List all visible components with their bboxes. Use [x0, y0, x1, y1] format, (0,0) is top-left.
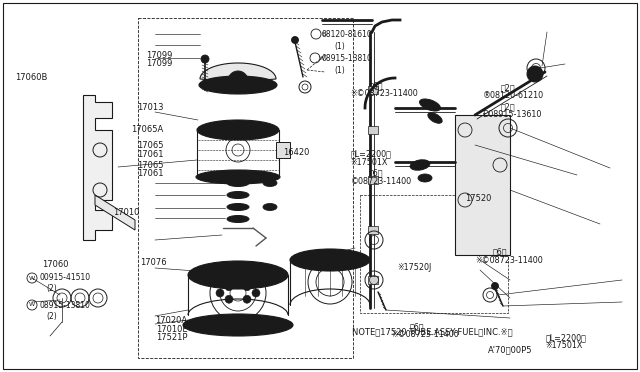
Text: 17061: 17061 [138, 150, 164, 159]
Bar [455, 115, 510, 255]
Text: ※17520J: ※17520J [397, 263, 431, 272]
Ellipse shape [197, 120, 279, 140]
Text: ※©08723-11400: ※©08723-11400 [392, 330, 460, 339]
Text: 17060: 17060 [42, 260, 68, 269]
Ellipse shape [227, 203, 249, 211]
Circle shape [243, 283, 251, 291]
Ellipse shape [410, 160, 430, 170]
Text: 17076: 17076 [140, 258, 166, 267]
Text: ※17501X: ※17501X [545, 341, 582, 350]
Text: 17013: 17013 [138, 103, 164, 112]
Text: 08120-81610: 08120-81610 [322, 29, 372, 38]
Text: ®08120-61210: ®08120-61210 [483, 92, 544, 100]
Text: B: B [321, 32, 325, 36]
Text: 08915-13810: 08915-13810 [40, 301, 91, 310]
Bar [368, 126, 378, 134]
Text: 17521P: 17521P [156, 333, 188, 342]
Text: 17010: 17010 [113, 208, 140, 217]
Bar [360, 195, 508, 313]
Bar [368, 176, 378, 184]
Text: （6）: （6） [369, 81, 383, 90]
Ellipse shape [263, 203, 277, 211]
Circle shape [225, 295, 233, 303]
Text: （6）: （6） [369, 169, 383, 178]
Text: （6）: （6） [493, 248, 508, 257]
Text: （L=2200）: （L=2200） [545, 333, 586, 342]
Text: 17099: 17099 [147, 60, 173, 68]
Polygon shape [83, 95, 112, 240]
Circle shape [492, 282, 499, 289]
Bar [368, 276, 378, 284]
Circle shape [243, 295, 251, 303]
Text: W: W [29, 302, 35, 308]
Text: Ð08915-13610: Ð08915-13610 [483, 110, 542, 119]
Ellipse shape [188, 261, 288, 289]
Ellipse shape [428, 113, 442, 123]
Text: 17065: 17065 [138, 161, 164, 170]
Circle shape [252, 289, 260, 297]
Text: ※©08723-11400: ※©08723-11400 [475, 256, 543, 265]
Text: (2): (2) [46, 285, 57, 294]
Circle shape [234, 79, 242, 87]
Ellipse shape [183, 314, 293, 336]
Ellipse shape [199, 76, 277, 94]
Circle shape [245, 79, 253, 87]
Text: 17020A: 17020A [156, 316, 188, 325]
Polygon shape [200, 63, 276, 85]
Text: （2）: （2） [500, 102, 515, 111]
Text: NOTE；17520 TUBE ASSY-FUEL（INC.※）: NOTE；17520 TUBE ASSY-FUEL（INC.※） [352, 327, 513, 337]
Bar [138, 18, 353, 358]
Bar [368, 226, 378, 234]
Text: （2）: （2） [500, 83, 515, 92]
Text: 17060B: 17060B [15, 73, 48, 82]
Circle shape [201, 55, 209, 63]
Text: ※©08723-11400: ※©08723-11400 [351, 89, 419, 98]
Text: ※17501X: ※17501X [351, 158, 388, 167]
Bar [276, 142, 290, 158]
Text: 17520: 17520 [465, 194, 491, 203]
Text: A'70）00P5: A'70）00P5 [488, 346, 532, 355]
Circle shape [223, 79, 231, 87]
Ellipse shape [196, 170, 280, 184]
Circle shape [527, 66, 543, 82]
Text: （6）: （6） [410, 322, 424, 331]
Text: ©08723-11400: ©08723-11400 [351, 177, 412, 186]
Text: 16420: 16420 [283, 148, 309, 157]
Text: 17061: 17061 [138, 169, 164, 178]
Text: （L=2200）: （L=2200） [351, 150, 392, 158]
Text: 17065A: 17065A [132, 125, 164, 134]
Ellipse shape [227, 192, 249, 199]
Circle shape [212, 79, 220, 87]
Text: 00915-41510: 00915-41510 [40, 273, 91, 282]
Text: 08915-13810: 08915-13810 [322, 54, 373, 62]
Ellipse shape [227, 180, 249, 186]
Text: 17099: 17099 [147, 51, 173, 60]
Circle shape [228, 71, 248, 91]
Circle shape [225, 283, 233, 291]
Polygon shape [95, 195, 135, 230]
Text: 17065: 17065 [138, 141, 164, 150]
Text: (2): (2) [46, 311, 57, 321]
Ellipse shape [263, 180, 277, 186]
Circle shape [216, 289, 224, 297]
Text: W: W [29, 276, 35, 280]
Ellipse shape [418, 174, 432, 182]
Circle shape [291, 36, 298, 44]
Ellipse shape [227, 215, 249, 222]
Ellipse shape [201, 123, 275, 137]
Circle shape [256, 79, 264, 87]
Bar [368, 86, 378, 94]
Text: (1): (1) [334, 65, 345, 74]
Text: 17010E: 17010E [156, 325, 188, 334]
Text: W: W [319, 55, 325, 61]
Text: (1): (1) [334, 42, 345, 51]
Ellipse shape [420, 99, 440, 111]
Ellipse shape [290, 249, 370, 271]
